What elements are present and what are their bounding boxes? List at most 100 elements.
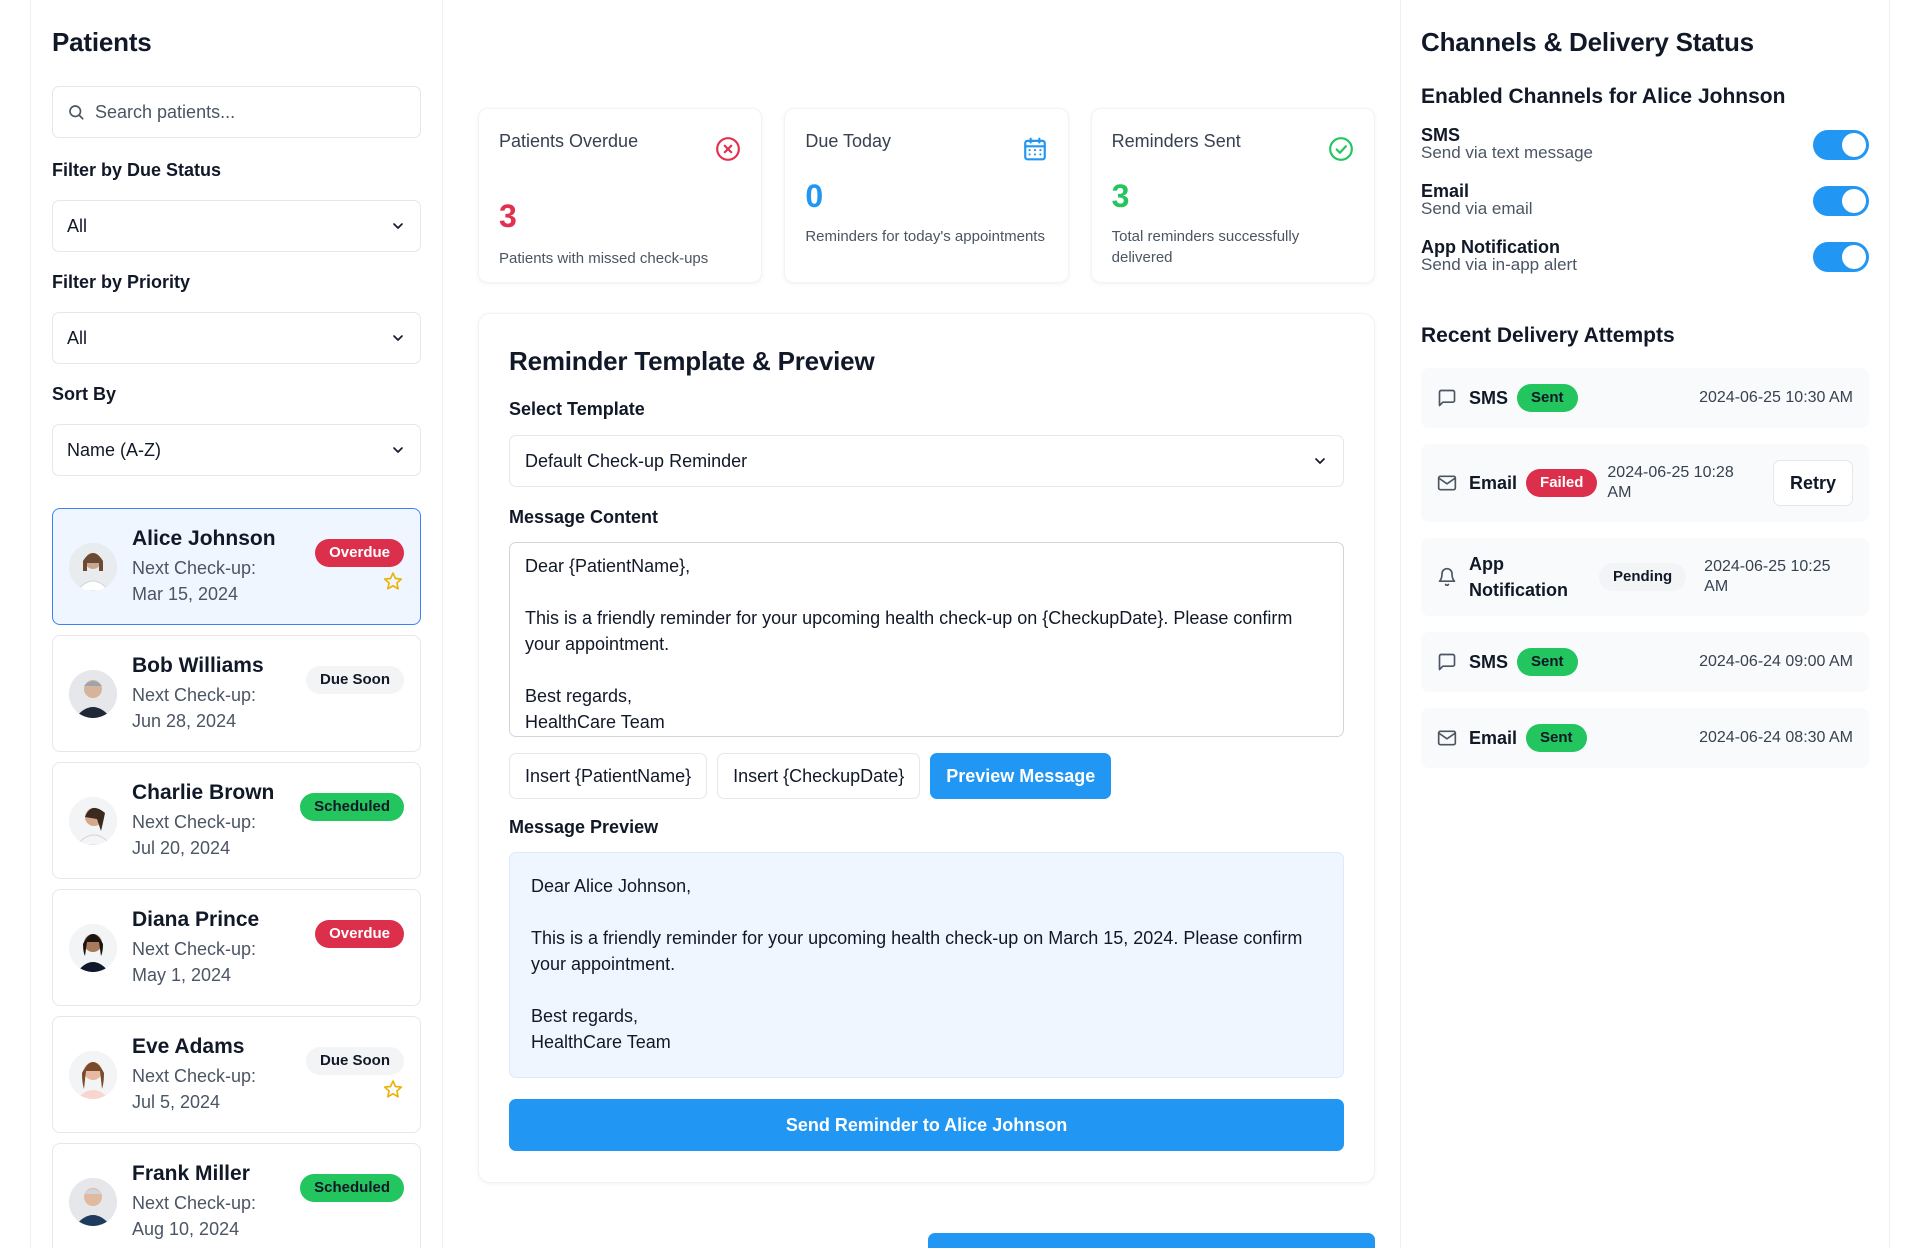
attempt-item: SMS Sent 2024-06-25 10:30 AM: [1421, 368, 1869, 428]
message-content-textarea[interactable]: Dear {PatientName}, This is a friendly r…: [509, 542, 1344, 737]
next-checkup-date: Jun 28, 2024: [132, 711, 237, 731]
patient-card[interactable]: Charlie Brown Next Check-up: Jul 20, 2024…: [52, 762, 421, 879]
patient-name: Eve Adams: [132, 1035, 245, 1058]
avatar: [69, 924, 117, 972]
sms-toggle[interactable]: [1813, 130, 1869, 160]
patient-card[interactable]: Frank Miller Next Check-up: Aug 10, 2024 …: [52, 1143, 421, 1248]
next-checkup-label: Next Check-up:: [132, 939, 257, 959]
next-checkup-label: Next Check-up:: [132, 558, 257, 578]
template-select[interactable]: Default Check-up Reminder: [509, 435, 1344, 487]
patient-card[interactable]: Diana Prince Next Check-up: May 1, 2024 O…: [52, 889, 421, 1006]
sort-label: Sort By: [52, 384, 117, 404]
next-checkup-date: Jul 20, 2024: [132, 838, 231, 858]
filter-due-label: Filter by Due Status: [52, 160, 222, 180]
template-actions: Insert {PatientName} Insert {CheckupDate…: [509, 753, 1344, 799]
mail-icon: [1437, 475, 1457, 491]
status-badge: Pending: [1599, 563, 1687, 591]
stat-value: 0: [805, 178, 824, 214]
search-input[interactable]: [95, 101, 415, 123]
patient-name: Diana Prince: [132, 908, 260, 931]
avatar: [69, 1051, 117, 1099]
patient-list: Alice Johnson Next Check-up: Mar 15, 2024…: [52, 508, 421, 1248]
avatar: [69, 1178, 117, 1226]
chevron-down-icon: [393, 335, 403, 341]
stats-row: Patients Overdue 3 Patients with missed …: [478, 108, 1375, 283]
attempt-type: SMS: [1469, 388, 1509, 408]
insert-patient-name-button[interactable]: Insert {PatientName}: [509, 753, 708, 799]
status-badge: Due Soon: [306, 666, 404, 694]
attempt-time: 2024-06-25 10:25 AM: [1704, 558, 1831, 595]
status-badge: Due Soon: [306, 1047, 404, 1075]
patient-search[interactable]: [52, 86, 421, 138]
attempt-type: Email: [1469, 728, 1518, 748]
stat-title: Due Today: [805, 131, 892, 151]
patient-next-checkup: Next Check-up: Aug 10, 2024: [132, 1190, 256, 1242]
attempt-type: SMS: [1469, 652, 1509, 672]
channel-item-email: Email Send via email: [1421, 182, 1869, 238]
filter-due-select[interactable]: All: [52, 200, 421, 252]
status-badge: Sent: [1526, 724, 1587, 752]
app-notification-toggle[interactable]: [1813, 242, 1869, 272]
patient-card[interactable]: Eve Adams Next Check-up: Jul 5, 2024 Due …: [52, 1016, 421, 1133]
sort-select[interactable]: Name (A-Z): [52, 424, 421, 476]
insert-checkup-date-button[interactable]: Insert {CheckupDate}: [717, 753, 921, 799]
channel-name: Email: [1421, 181, 1470, 201]
attempt-list: SMS Sent 2024-06-25 10:30 AM Email Faile…: [1421, 368, 1869, 768]
attempt-type: Email: [1469, 473, 1518, 493]
attempt-item: SMS Sent 2024-06-24 09:00 AM: [1421, 632, 1869, 692]
retry-button[interactable]: Retry: [1772, 460, 1853, 506]
filter-priority-select[interactable]: All: [52, 312, 421, 364]
attempt-time: 2024-06-24 09:00 AM: [1699, 653, 1853, 670]
channel-desc: Send via text message: [1421, 143, 1593, 162]
template-select-label: Select Template: [509, 399, 645, 419]
status-badge: Scheduled: [300, 1174, 404, 1202]
channel-name: App Notification: [1421, 237, 1560, 257]
channels-panel: Channels & Delivery Status Enabled Chann…: [1400, 0, 1890, 1248]
stat-desc: Reminders for today's appointments: [805, 228, 1045, 245]
search-icon: [69, 105, 84, 120]
channel-list: SMS Send via text message Email Send via…: [1421, 126, 1869, 294]
template-select-value: Default Check-up Reminder: [525, 450, 748, 471]
stat-desc: Total reminders successfully delivered: [1111, 228, 1300, 266]
filter-due-value: All: [67, 215, 88, 236]
attempt-time: 2024-06-25 10:30 AM: [1699, 389, 1853, 406]
patient-card[interactable]: Alice Johnson Next Check-up: Mar 15, 2024…: [52, 508, 421, 625]
patient-next-checkup: Next Check-up: Jun 28, 2024: [132, 682, 256, 734]
attempt-time: 2024-06-24 08:30 AM: [1699, 729, 1853, 746]
channel-desc: Send via email: [1421, 199, 1533, 218]
preview-message-button[interactable]: Preview Message: [930, 753, 1112, 799]
star-icon[interactable]: [383, 1079, 403, 1099]
next-checkup-label: Next Check-up:: [132, 1066, 257, 1086]
message-preview-label: Message Preview: [509, 817, 659, 837]
channel-item-sms: SMS Send via text message: [1421, 126, 1869, 182]
patient-card[interactable]: Bob Williams Next Check-up: Jun 28, 2024 …: [52, 635, 421, 752]
channel-desc: Send via in-app alert: [1421, 255, 1577, 274]
patient-next-checkup: Next Check-up: May 1, 2024: [132, 936, 256, 988]
star-icon[interactable]: [383, 571, 403, 591]
stat-title: Reminders Sent: [1111, 131, 1241, 151]
message-content-label: Message Content: [509, 507, 659, 527]
next-checkup-date: May 1, 2024: [132, 965, 232, 985]
channels-title: Channels & Delivery Status: [1421, 27, 1754, 57]
stat-card-overdue: Patients Overdue 3 Patients with missed …: [478, 108, 763, 283]
stat-card-reminders-sent: Reminders Sent 3 Total reminders success…: [1090, 108, 1375, 283]
bulk-send-button[interactable]: [928, 1233, 1375, 1248]
status-badge: Scheduled: [300, 793, 404, 821]
status-badge: Overdue: [315, 920, 404, 948]
send-reminder-button[interactable]: Send Reminder to Alice Johnson: [509, 1099, 1344, 1151]
bell-icon: [1438, 567, 1456, 587]
patient-next-checkup: Next Check-up: Jul 5, 2024: [132, 1063, 256, 1115]
check-circle-icon: [1329, 137, 1353, 161]
next-checkup-label: Next Check-up:: [132, 812, 257, 832]
filter-priority-label: Filter by Priority: [52, 272, 191, 292]
channel-item-app: App Notification Send via in-app alert: [1421, 238, 1869, 294]
message-preview: Dear Alice Johnson, This is a friendly r…: [509, 852, 1344, 1078]
attempt-type: App Notification: [1469, 554, 1568, 600]
template-card: Reminder Template & Preview Select Templ…: [478, 313, 1375, 1183]
template-title: Reminder Template & Preview: [509, 346, 875, 376]
patient-next-checkup: Next Check-up: Mar 15, 2024: [132, 555, 256, 607]
chevron-down-icon: [1315, 458, 1325, 464]
filter-priority-value: All: [67, 327, 88, 348]
calendar-icon: [1023, 137, 1046, 161]
email-toggle[interactable]: [1813, 186, 1869, 216]
